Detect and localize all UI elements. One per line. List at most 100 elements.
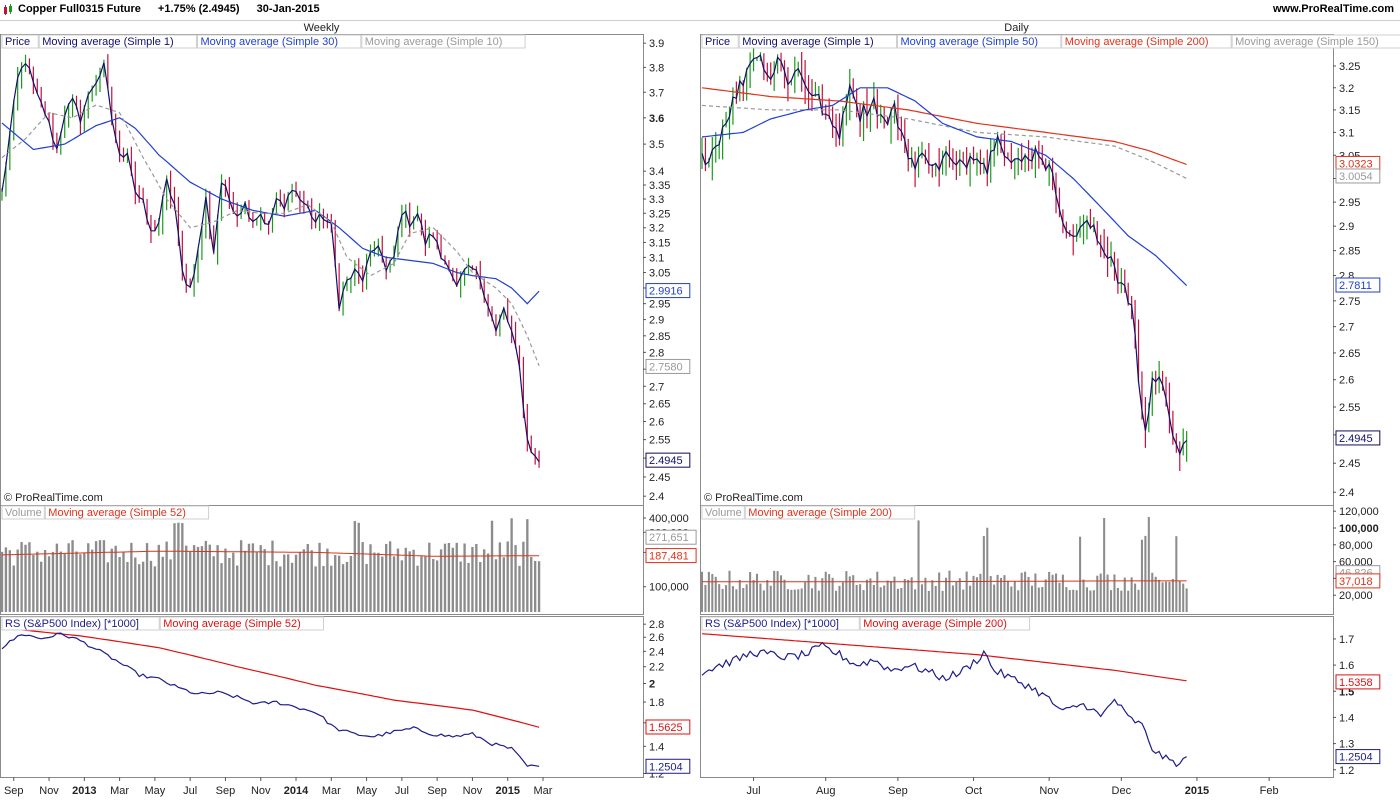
x-tick-label: Feb [1260,785,1279,797]
volume-bar [420,556,423,612]
volume-bar [1182,583,1185,612]
volume-bar [1082,579,1085,612]
y-tick-label: 3.7 [649,87,664,99]
x-tick-label: Mar [534,785,553,797]
tag-label: 2.9916 [649,286,683,298]
legend-box [197,34,362,49]
volume-bar [79,554,82,612]
volume-bar [122,552,125,612]
volume-bar [910,577,913,612]
volume-bar [1158,579,1161,612]
volume-bar [766,579,769,612]
legend-entry: Moving average (Simple 200) [1065,36,1209,48]
legend-box [701,616,860,631]
volume-bar [357,522,360,612]
volume-bar [306,544,309,612]
volume-bar [514,545,517,612]
volume-bar [24,544,27,612]
volume-bar [828,574,831,612]
volume-bar [838,585,841,612]
x-tick-label: Nov [251,785,271,797]
y-tick-label: 2.6 [1339,375,1354,387]
volume-bar [302,549,306,612]
legend-entry: Price [5,36,30,48]
y-tick-label: 3.15 [649,237,670,249]
y-tick-label: 2.6 [649,417,664,429]
y-tick-label: 1.6 [1339,660,1354,672]
volume-bar [1120,590,1123,612]
volume-bar [1127,590,1130,612]
volume-bar [1017,590,1020,612]
volume-bar [40,561,43,612]
volume-bar [1144,535,1147,612]
volume-bar [731,586,734,612]
y-tick-label: 3.35 [649,180,670,192]
legend-entry: Price [705,36,730,48]
volume-bar [762,590,765,612]
rs-ma-line [701,633,1187,682]
volume-bar [1130,577,1133,612]
volume-bar [896,588,899,612]
x-tick-label: Mar [322,785,341,797]
volume-bar [396,548,400,612]
volume-bar [439,549,443,612]
x-tick-label: 2015 [1185,785,1209,797]
y-tick-label: 2.7 [649,381,664,393]
volume-bar [87,543,90,612]
volume-bar [400,560,404,612]
volume-bar [955,582,958,612]
volume-bar [855,584,858,612]
volume-bar [996,574,999,612]
volume-bar [259,545,262,612]
y-tick-label: 2.65 [1339,348,1360,360]
volume-bar [169,559,172,612]
volume-bar [94,541,98,612]
volume-bar [475,544,478,612]
y-tick-label: 1.8 [649,697,664,709]
volume-bar [337,555,341,612]
y-tick-label: 3.3 [649,194,664,206]
last-value-tag: 2.4945 [645,452,691,468]
y-tick-label: 100,000 [649,582,689,594]
watermark: © ProRealTime.com [704,492,803,504]
volume-bar [1048,571,1051,612]
volume-bar [149,560,153,612]
volume-bar [920,584,924,612]
last-value-tag: 3.0054 [1335,168,1381,184]
volume-bar [267,565,270,612]
site-link[interactable]: www.ProRealTime.com [1272,3,1394,15]
volume-bar [188,551,192,612]
y-tick-label: 1.7 [1339,634,1354,646]
tag-box [645,529,697,545]
x-tick-label: May [144,785,165,797]
volume-bar [989,576,992,612]
volume-bar [392,556,396,612]
volume-bar [518,565,521,612]
volume-bar [483,549,486,612]
last-value-tag: 271,651 [645,529,697,545]
legend-box [1061,34,1232,49]
volume-bar [1075,590,1078,612]
volume-bar [907,579,910,612]
y-tick-label: 2.85 [649,331,670,343]
volume-bar [0,551,4,612]
y-tick-label: 1.3 [1339,739,1354,751]
volume-bar [236,565,239,612]
volume-bar [1079,536,1082,612]
tag-box [645,452,691,468]
y-tick-label: 2.65 [649,399,670,411]
volume-bar [102,540,106,612]
volume-bar [494,559,498,612]
volume-bar [1020,572,1023,612]
volume-bar [1123,577,1126,612]
volume-bar [718,584,721,612]
x-tick-label: Sep [427,785,447,797]
volume-bar [322,565,325,612]
volume-bar [1054,573,1058,612]
last-value-tag: 1.5625 [645,719,691,735]
y-tick-label: 3.15 [1339,105,1360,117]
volume-bar [71,540,74,612]
volume-bar [773,570,776,612]
volume-bar [852,575,855,612]
y-tick-label: 2.4 [649,646,664,658]
